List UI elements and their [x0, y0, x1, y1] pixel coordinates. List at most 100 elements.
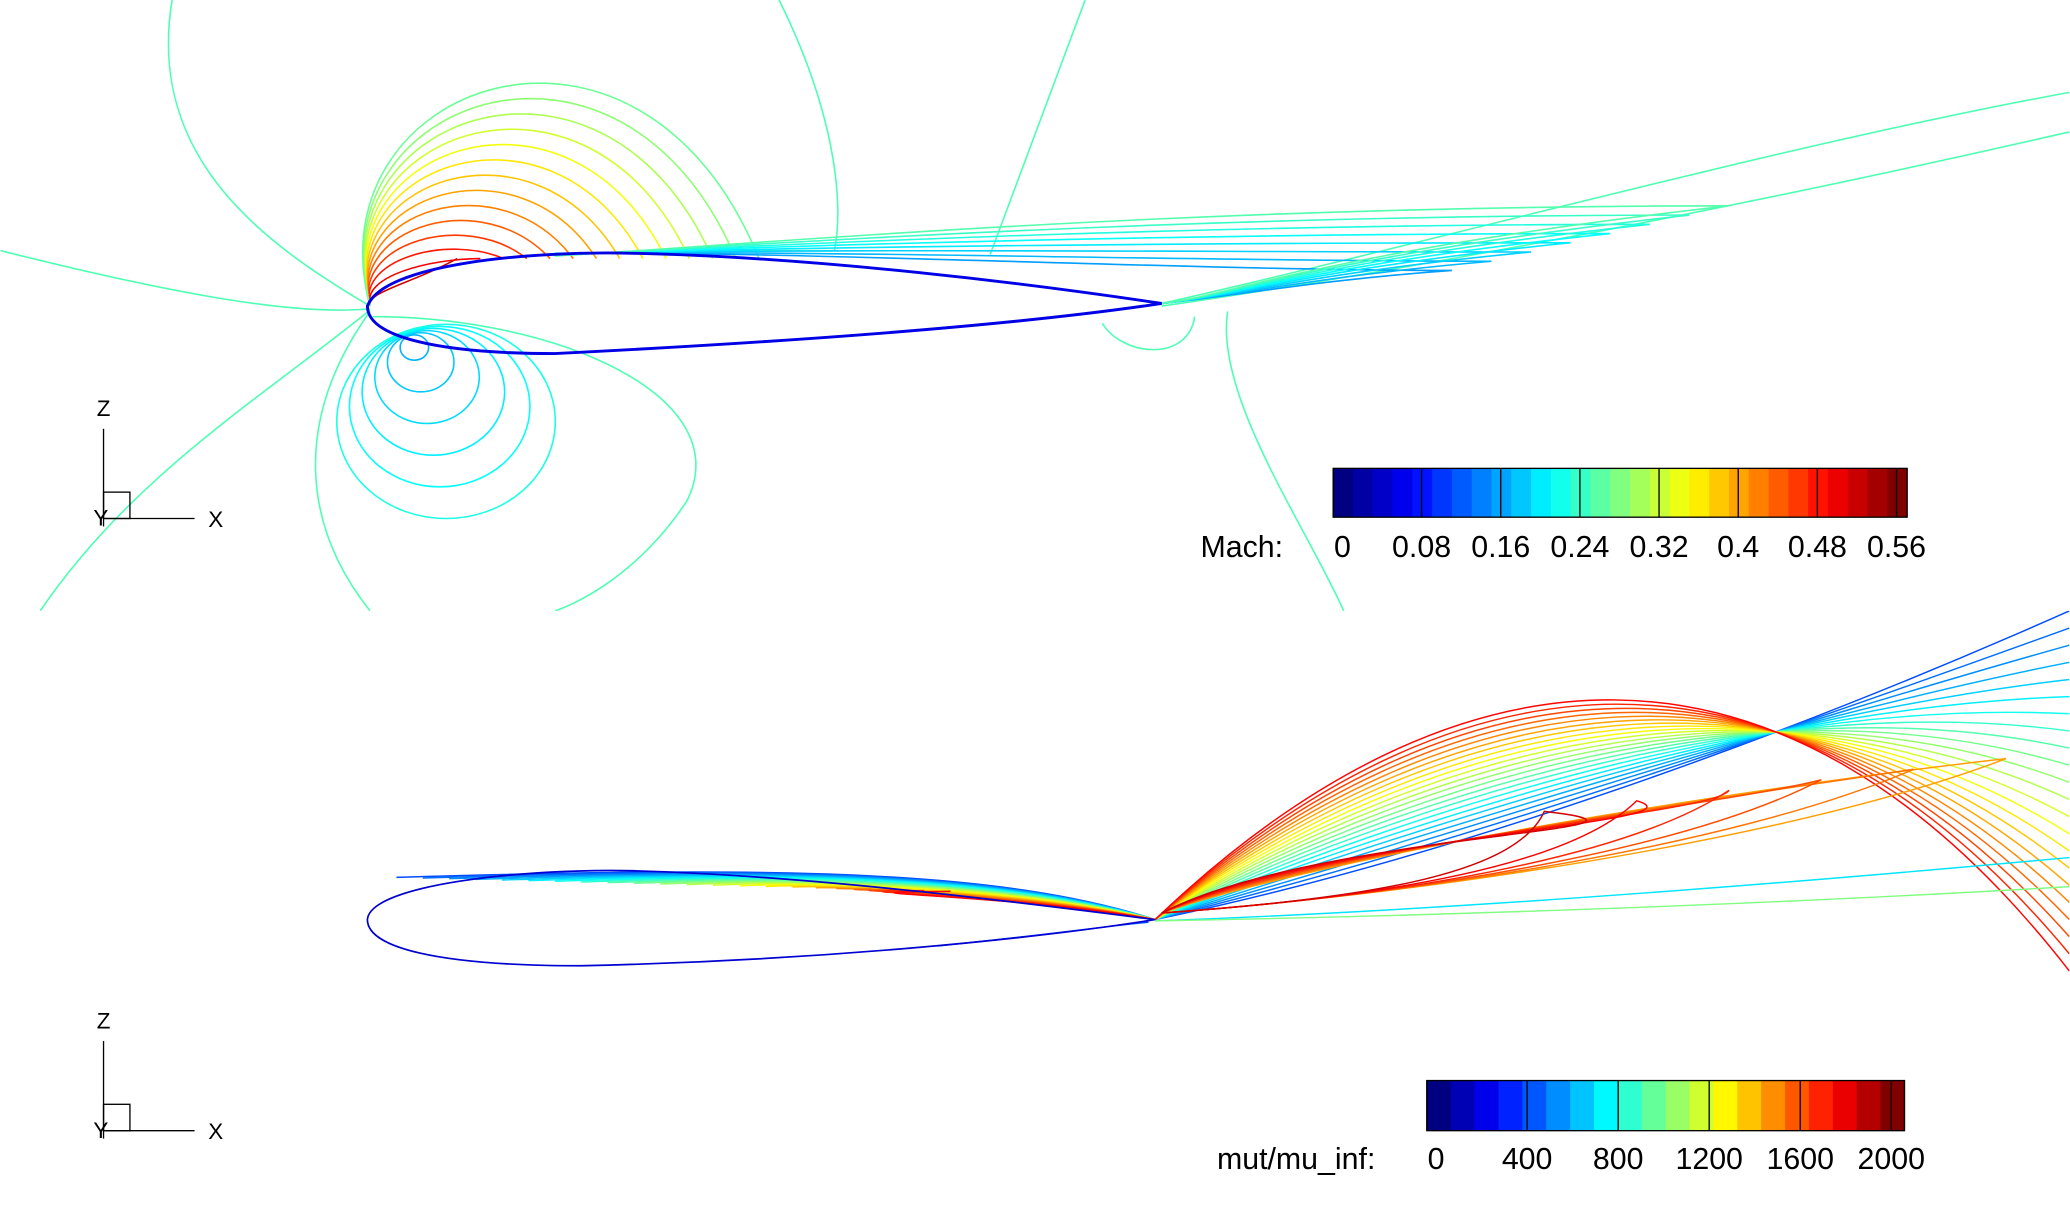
contour-line — [314, 310, 371, 611]
colorbar-band — [1713, 1080, 1738, 1131]
airfoil — [366, 869, 1156, 967]
contour-line — [1101, 316, 1196, 351]
colorbar-band — [1856, 1080, 1882, 1131]
colorbar-band — [1641, 1080, 1667, 1131]
contour-line — [336, 323, 557, 520]
contour-line — [853, 711, 2070, 921]
colorbar-band — [1610, 468, 1631, 518]
contour-line — [501, 678, 2070, 921]
colorbar-band — [1832, 1080, 1858, 1131]
axis-corner — [102, 491, 131, 520]
colorbar-band — [1546, 1080, 1571, 1131]
axis-label-x: X — [208, 507, 223, 532]
contour-line — [989, 0, 1086, 255]
contour-line — [365, 174, 621, 307]
contour-line — [363, 113, 714, 307]
airfoil — [365, 251, 1162, 356]
contour-line — [368, 248, 504, 307]
colorbar-band — [1737, 1080, 1762, 1131]
colorbar-band — [1450, 1080, 1476, 1131]
colorbar-band — [1570, 468, 1592, 518]
colorbar-band — [1432, 468, 1453, 518]
colorbar-band — [1827, 468, 1849, 518]
colorbar-tick-label: 2000 — [1858, 1143, 1925, 1176]
contour-line — [528, 695, 2070, 921]
contour-line — [633, 730, 2070, 921]
contour-line — [475, 661, 2070, 921]
colorbar-band — [1709, 468, 1730, 518]
contour-line — [554, 241, 1571, 305]
colorbar-band — [1426, 1080, 1452, 1131]
contour-line — [713, 0, 839, 252]
contour-line — [1155, 856, 2070, 922]
colorbar-tick-label: 0 — [1428, 1143, 1445, 1176]
colorbar-label: Mach: — [1200, 531, 1283, 564]
colorbar-band — [1768, 468, 1790, 518]
colorbar-tick-label: 1200 — [1675, 1143, 1742, 1176]
colorbar-tick-label: 0.4 — [1717, 531, 1759, 564]
colorbar-band — [1649, 468, 1671, 518]
colorbar-band — [1491, 468, 1512, 518]
colorbar-tick-label: 1600 — [1766, 1143, 1833, 1176]
colorbar-band — [1511, 468, 1532, 518]
colorbar-band — [1665, 1080, 1691, 1131]
colorbar-band — [1808, 1080, 1834, 1131]
colorbar-band — [1590, 468, 1611, 518]
colorbar-band — [1550, 468, 1572, 518]
colorbar-band — [1594, 1080, 1619, 1131]
colorbar-band — [1372, 468, 1394, 518]
axis-label-z: Z — [97, 1008, 111, 1033]
colorbar-band — [1847, 468, 1869, 518]
colorbar-band — [1761, 1080, 1786, 1131]
contour-line — [554, 214, 1690, 305]
contour-line — [167, 0, 371, 307]
contour-line — [399, 334, 430, 361]
colorbar-band — [1498, 1080, 1524, 1131]
axis-label-y: Y — [93, 1118, 108, 1143]
contour-line — [368, 257, 481, 307]
contour-line — [364, 159, 644, 307]
colorbar-tick-label: 0.24 — [1550, 531, 1609, 564]
colorbar-band — [1867, 468, 1888, 518]
colorbar-band — [1392, 468, 1413, 518]
colorbar-band — [1689, 1080, 1715, 1131]
contour-line — [372, 315, 697, 611]
contour-line — [607, 727, 2070, 921]
colorbar-band — [1522, 1080, 1547, 1131]
colorbar-band — [1451, 468, 1473, 518]
contour-line — [365, 189, 598, 307]
colorbar-band — [1570, 1080, 1595, 1131]
colorbar-tick-label: 0.16 — [1471, 531, 1530, 564]
colorbar-tick-label: 0.56 — [1867, 531, 1926, 564]
colorbar-band — [1471, 468, 1493, 518]
colorbar-band — [1333, 468, 1354, 518]
colorbar-band — [1728, 468, 1750, 518]
contour-line — [554, 251, 1492, 305]
contour-line — [1161, 800, 1648, 914]
contour-line — [374, 329, 481, 425]
contour-line — [364, 143, 667, 307]
colorbar-band — [1748, 468, 1770, 518]
contour-line — [348, 325, 531, 488]
contour-line — [1155, 885, 2070, 922]
contour-line — [1161, 91, 2070, 305]
colorbar-band — [1880, 1080, 1906, 1131]
contour-line — [554, 205, 1730, 305]
contour-line — [386, 331, 455, 393]
colorbar-band — [1887, 468, 1908, 518]
contour-line — [1225, 311, 1345, 611]
axis-label-x: X — [208, 1119, 223, 1144]
colorbar-band — [1669, 468, 1691, 518]
colorbar-tick-label: 0 — [1334, 531, 1351, 564]
contour-line — [554, 232, 1611, 305]
colorbar-band — [1630, 468, 1651, 518]
axis-label-z: Z — [97, 396, 111, 421]
colorbar-band — [1352, 468, 1374, 518]
colorbar-label: mut/mu_inf: — [1217, 1143, 1375, 1176]
colorbar-tick-label: 0.48 — [1788, 531, 1847, 564]
colorbar-band — [1788, 468, 1809, 518]
colorbar-band — [1531, 468, 1552, 518]
contour-line — [0, 249, 371, 311]
contour-line — [362, 97, 737, 307]
